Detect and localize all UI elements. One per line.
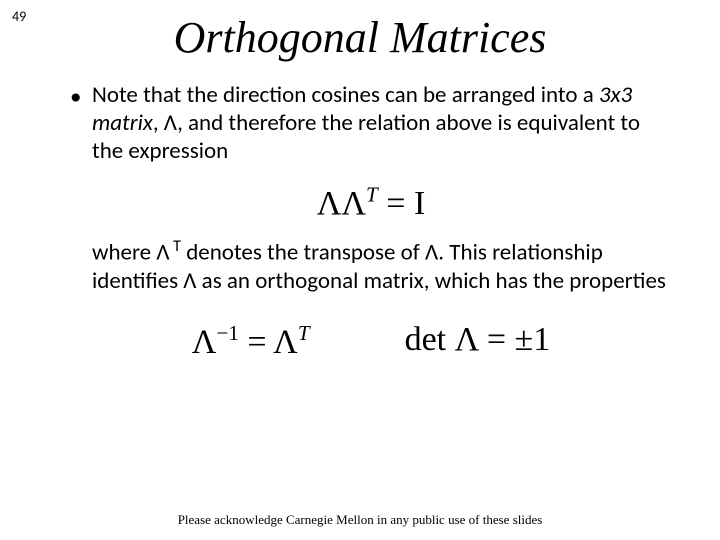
cont-sup: T [170, 237, 181, 256]
slide-body: • Note that the direction cosines can be… [70, 81, 672, 362]
equation-2a: Λ−1 = ΛT [192, 321, 310, 361]
eq2a-sup1: −1 [216, 321, 238, 345]
eq1-lhs-sup: T [366, 183, 378, 207]
continuation-para: where Λ T denotes the transpose of Λ. Th… [92, 237, 672, 295]
equation-1-math: ΛΛT = I [317, 185, 426, 222]
bullet-1: • Note that the direction cosines can be… [70, 81, 672, 165]
eq1-eq: = [378, 185, 414, 222]
eq2b-det: det Λ = ±1 [405, 321, 551, 358]
bullet-text-part2: , Λ, and therefore the relation above is… [92, 109, 640, 165]
eq2a-base: Λ [192, 324, 217, 361]
cont-1: where Λ [92, 239, 170, 267]
equation-1: ΛΛT = I [70, 183, 672, 223]
slide: 49 Orthogonal Matrices • Note that the d… [0, 0, 720, 540]
equation-2-row: Λ−1 = ΛT det Λ = ±1 [70, 321, 672, 361]
bullet-text-part1: Note that the direction cosines can be a… [92, 81, 599, 109]
bullet-dot-icon: • [70, 83, 84, 111]
slide-number: 49 [12, 8, 26, 25]
footer-text: Please acknowledge Carnegie Mellon in an… [0, 512, 720, 528]
equation-2b: det Λ = ±1 [405, 321, 551, 361]
slide-title: Orthogonal Matrices [0, 12, 720, 63]
eq2a-sup2: T [298, 321, 310, 345]
eq2a-eq: = Λ [239, 324, 298, 361]
eq1-rhs: I [414, 185, 425, 222]
eq1-lhs-base: ΛΛ [317, 185, 366, 222]
bullet-text: Note that the direction cosines can be a… [92, 81, 672, 165]
